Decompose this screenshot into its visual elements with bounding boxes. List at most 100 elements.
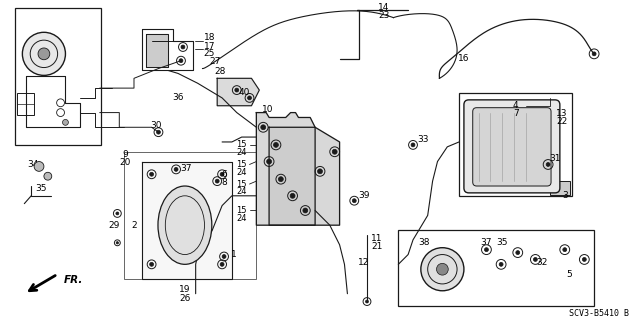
Bar — [398, 230, 594, 307]
Circle shape — [215, 179, 219, 183]
Circle shape — [533, 257, 538, 261]
Polygon shape — [269, 127, 340, 225]
Circle shape — [34, 161, 44, 171]
Bar — [124, 152, 257, 279]
Text: 19: 19 — [179, 285, 191, 294]
Text: 24: 24 — [236, 214, 247, 223]
Text: 26: 26 — [179, 294, 191, 303]
Text: 24: 24 — [236, 168, 247, 177]
Circle shape — [290, 193, 295, 198]
Circle shape — [150, 172, 154, 176]
Text: 16: 16 — [458, 54, 470, 63]
Circle shape — [365, 300, 369, 303]
Text: 14: 14 — [378, 3, 389, 12]
Text: 33: 33 — [417, 135, 429, 144]
Circle shape — [235, 88, 239, 92]
Text: 29: 29 — [109, 221, 120, 230]
Text: 9: 9 — [122, 150, 128, 159]
Circle shape — [303, 208, 308, 213]
Circle shape — [332, 149, 337, 154]
Circle shape — [116, 212, 119, 215]
Circle shape — [273, 143, 278, 147]
Bar — [17, 93, 34, 115]
Circle shape — [563, 248, 566, 252]
Text: 23: 23 — [378, 11, 389, 20]
Circle shape — [220, 172, 224, 176]
Text: 25: 25 — [204, 49, 215, 58]
Circle shape — [352, 199, 356, 203]
Text: 18: 18 — [204, 33, 215, 42]
Text: 37: 37 — [481, 238, 492, 247]
Text: 36: 36 — [172, 93, 184, 102]
Text: 15: 15 — [236, 160, 247, 169]
Text: 24: 24 — [236, 148, 247, 157]
Text: 20: 20 — [120, 158, 131, 167]
Circle shape — [63, 119, 68, 125]
Text: SCV3-B5410 B: SCV3-B5410 B — [570, 309, 629, 318]
Circle shape — [260, 125, 266, 130]
Polygon shape — [257, 113, 315, 225]
Text: 34: 34 — [28, 160, 39, 169]
Text: FR.: FR. — [63, 275, 83, 285]
Text: 31: 31 — [549, 154, 561, 163]
Text: 32: 32 — [536, 258, 548, 267]
Circle shape — [411, 143, 415, 147]
Text: 6: 6 — [221, 170, 227, 179]
Text: 15: 15 — [236, 180, 247, 189]
Text: 22: 22 — [556, 117, 568, 126]
Text: 11: 11 — [371, 234, 383, 243]
Circle shape — [174, 167, 178, 171]
FancyBboxPatch shape — [473, 108, 551, 186]
Text: 1: 1 — [231, 250, 237, 259]
Text: 7: 7 — [513, 109, 518, 118]
Polygon shape — [146, 34, 168, 67]
Circle shape — [436, 263, 448, 275]
Text: 21: 21 — [371, 242, 383, 251]
Circle shape — [220, 263, 224, 266]
Circle shape — [592, 52, 596, 56]
Polygon shape — [142, 161, 232, 279]
Circle shape — [44, 172, 52, 180]
Circle shape — [248, 96, 252, 100]
Text: 4: 4 — [513, 101, 518, 110]
Circle shape — [116, 241, 118, 244]
Text: 35: 35 — [497, 238, 508, 247]
Text: 13: 13 — [556, 109, 568, 118]
Text: 27: 27 — [209, 57, 221, 66]
Bar — [550, 181, 570, 195]
Text: 17: 17 — [204, 41, 215, 50]
Circle shape — [267, 159, 271, 164]
Text: 8: 8 — [221, 178, 227, 187]
Text: 15: 15 — [236, 206, 247, 215]
Circle shape — [181, 45, 185, 49]
Text: 12: 12 — [358, 258, 370, 267]
Text: 39: 39 — [358, 191, 370, 200]
Circle shape — [516, 251, 520, 255]
Circle shape — [484, 248, 488, 252]
Polygon shape — [217, 78, 259, 106]
Text: 2: 2 — [131, 221, 137, 230]
Text: 38: 38 — [418, 238, 429, 247]
Circle shape — [150, 263, 154, 266]
Text: 28: 28 — [214, 67, 226, 76]
Circle shape — [278, 177, 284, 182]
Text: 35: 35 — [35, 184, 47, 193]
Text: 37: 37 — [180, 164, 191, 173]
Text: 40: 40 — [239, 87, 250, 97]
Text: 5: 5 — [567, 270, 573, 278]
Bar — [15, 8, 100, 145]
Circle shape — [546, 162, 550, 167]
Text: 15: 15 — [236, 140, 247, 149]
Circle shape — [582, 257, 586, 261]
Circle shape — [222, 255, 226, 258]
Circle shape — [421, 248, 464, 291]
Ellipse shape — [158, 186, 212, 264]
Circle shape — [499, 263, 503, 266]
Circle shape — [317, 169, 323, 174]
Circle shape — [38, 48, 50, 60]
Text: 10: 10 — [262, 105, 274, 114]
Bar — [459, 93, 572, 196]
Text: 24: 24 — [236, 187, 247, 197]
Circle shape — [157, 130, 161, 134]
FancyBboxPatch shape — [464, 100, 560, 193]
